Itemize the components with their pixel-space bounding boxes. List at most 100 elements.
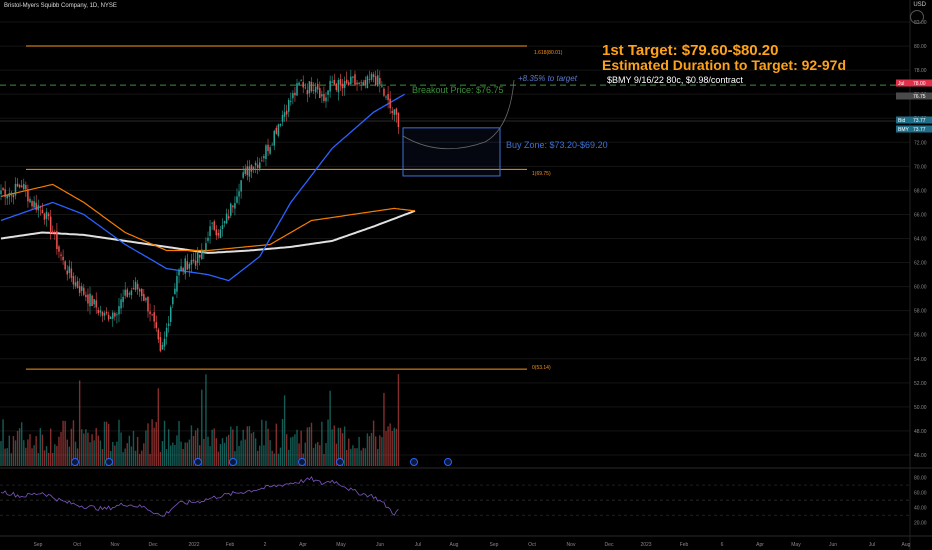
- candle-body: [221, 225, 224, 230]
- volume-bar: [194, 430, 197, 466]
- candle-body: [348, 82, 350, 86]
- candle-body: [124, 289, 126, 296]
- volume-bar: [52, 452, 54, 466]
- candle-body: [33, 201, 35, 208]
- candle-body: [254, 162, 257, 166]
- volume-bar: [149, 453, 151, 466]
- candle-body: [267, 144, 269, 152]
- candle-body: [232, 205, 234, 208]
- x-tick-label: Aug: [450, 542, 459, 548]
- candle-body: [370, 73, 373, 80]
- y-tick-label: 68.00: [914, 188, 927, 194]
- volume-bar: [242, 429, 244, 466]
- candle-body: [91, 295, 93, 307]
- volume-bar: [91, 434, 93, 466]
- candle-body: [285, 110, 288, 115]
- annotation-target: 1st Target: $79.60-$80.20: [602, 42, 779, 59]
- volume-bar: [221, 438, 224, 466]
- candle-body: [80, 286, 83, 291]
- candle-body: [145, 298, 147, 301]
- candle-body: [316, 83, 319, 90]
- candle-body: [343, 81, 346, 88]
- candle-body: [136, 283, 139, 290]
- volume-bar: [279, 447, 282, 466]
- candle-body: [54, 231, 56, 233]
- candle-body: [337, 80, 340, 93]
- x-tick-label: Apr: [756, 542, 764, 548]
- candle-body: [8, 193, 11, 197]
- volume-bar: [329, 390, 331, 466]
- candle-body: [321, 94, 323, 97]
- volume-bar: [64, 420, 66, 466]
- candle-body: [120, 299, 122, 309]
- candle-body: [20, 185, 23, 188]
- fib-label-0: 0(53.14): [532, 365, 551, 371]
- volume-bar: [288, 449, 290, 466]
- volume-bar: [33, 445, 35, 466]
- candle-body: [196, 251, 199, 263]
- candle-body: [60, 254, 62, 256]
- candle-body: [4, 189, 6, 197]
- candle-body: [194, 260, 197, 266]
- y-tick-label: 78.00: [914, 68, 927, 74]
- x-tick-label: May: [336, 542, 346, 548]
- candle-body: [279, 123, 282, 126]
- rsi-tick-label: 20.00: [914, 521, 927, 527]
- volume-bar: [310, 422, 313, 466]
- rsi-tick-label: 80.00: [914, 476, 927, 482]
- volume-bar: [352, 445, 354, 466]
- volume-bar: [89, 442, 91, 466]
- candle-body: [366, 76, 369, 89]
- volume-bar: [18, 428, 21, 466]
- volume-bar: [263, 445, 265, 466]
- y-tick-label: 52.00: [914, 381, 927, 387]
- volume-bar: [35, 436, 37, 466]
- x-tick-label: Apr: [299, 542, 307, 548]
- volume-bar: [165, 448, 168, 466]
- volume-bar: [180, 441, 182, 466]
- candle-body: [141, 288, 143, 297]
- volume-bar: [362, 447, 364, 466]
- volume-bar: [45, 446, 48, 466]
- volume-bar: [199, 445, 201, 466]
- x-tick-label: Dec: [605, 542, 614, 548]
- price-tag: [896, 116, 932, 124]
- candle-body: [153, 312, 155, 322]
- settings-icon[interactable]: [910, 10, 924, 24]
- candle-body: [6, 195, 8, 199]
- candle-body: [250, 165, 253, 172]
- candle-body: [43, 213, 46, 220]
- volume-bar: [325, 442, 327, 466]
- volume-bar: [49, 428, 52, 466]
- volume-bar: [356, 448, 358, 466]
- candle-body: [89, 293, 91, 307]
- volume-bar: [312, 447, 315, 466]
- volume-bar: [300, 430, 302, 466]
- candle-body: [273, 130, 275, 146]
- candle-body: [12, 194, 15, 198]
- volume-bar: [23, 440, 25, 466]
- candle-body: [352, 76, 354, 78]
- candle-body: [114, 312, 116, 317]
- candle-body: [376, 75, 379, 87]
- event-marker-icon: [194, 458, 202, 466]
- volume-bar: [153, 427, 155, 466]
- event-marker-icon: [336, 458, 344, 466]
- candle-body: [308, 81, 311, 94]
- volume-bar: [252, 431, 255, 466]
- volume-bar: [319, 445, 321, 466]
- candle-body: [138, 289, 141, 292]
- candle-body: [74, 282, 77, 287]
- candle-body: [45, 211, 48, 219]
- candle-body: [70, 268, 73, 278]
- annotation-buy-zone: Buy Zone: $73.20-$69.20: [506, 140, 608, 150]
- candle-body: [85, 294, 87, 298]
- volume-bar: [209, 446, 211, 466]
- volume-bar: [147, 423, 149, 466]
- volume-bar: [184, 442, 186, 466]
- candle-body: [49, 216, 52, 234]
- candle-body: [271, 144, 273, 146]
- candle-body: [101, 311, 104, 316]
- ma-white-line: [0, 209, 416, 254]
- volume-bar: [192, 435, 195, 466]
